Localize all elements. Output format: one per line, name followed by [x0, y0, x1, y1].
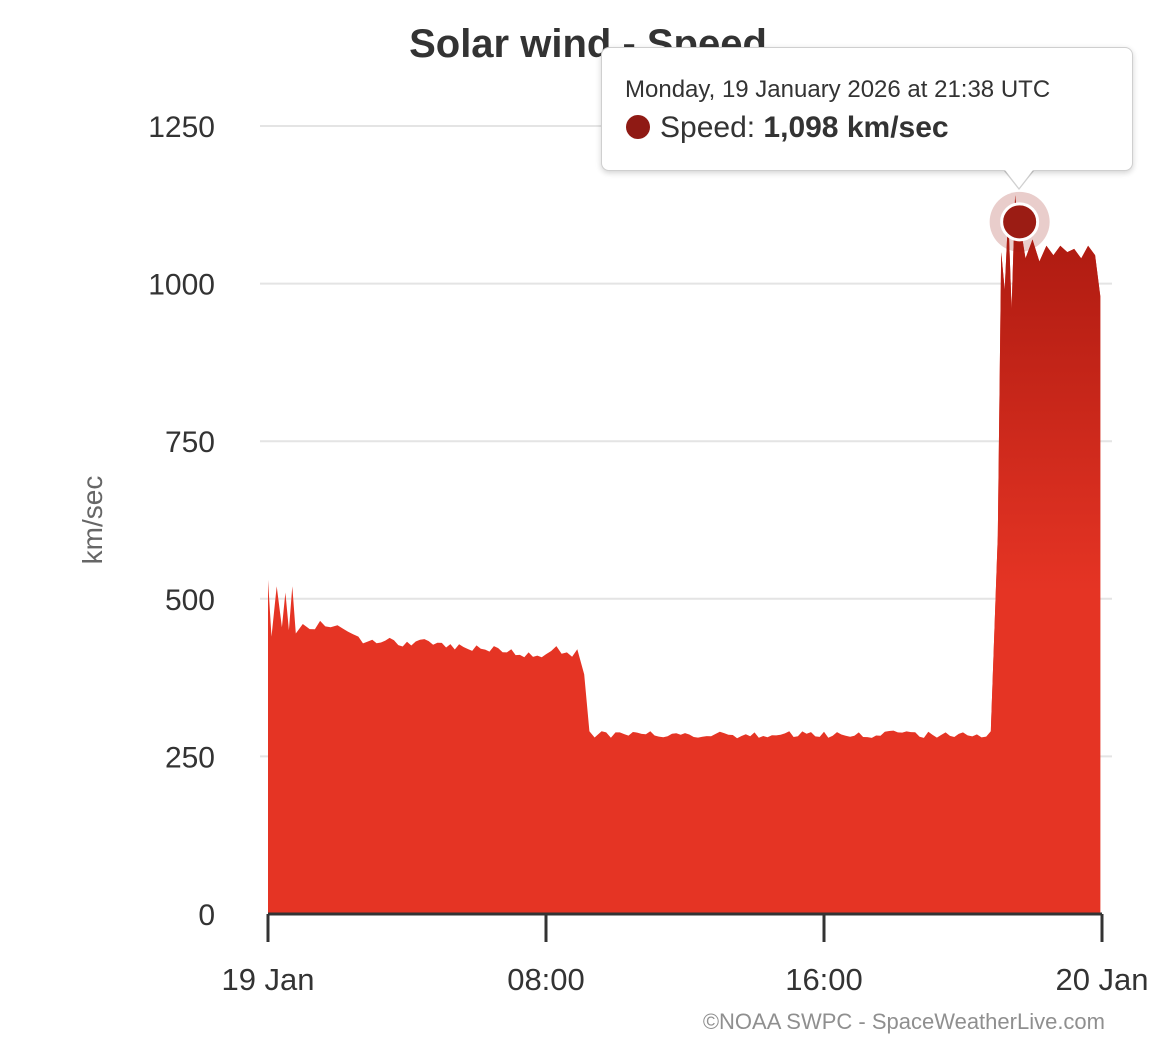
tooltip: Monday, 19 January 2026 at 21:38 UTC Spe…: [601, 47, 1133, 171]
x-axis-ticks: 19 Jan 08:00 16:00 20 Jan: [221, 914, 1149, 997]
tooltip-label: Speed:: [660, 111, 764, 144]
tooltip-value-line: Speed: 1,098 km/sec: [626, 111, 949, 145]
x-tick-label: 08:00: [507, 962, 585, 997]
y-axis-ticks: 0 250 500 750 1000 1250: [148, 111, 215, 932]
speed-area-low: [268, 195, 1101, 915]
series-dot-icon: [626, 115, 650, 139]
hover-marker[interactable]: [989, 191, 1050, 252]
credit-text[interactable]: ©NOAA SWPC - SpaceWeatherLive.com: [702, 1009, 1105, 1034]
y-tick-label: 750: [165, 426, 215, 459]
y-tick-label: 500: [165, 584, 215, 617]
y-tick-label: 0: [198, 899, 215, 932]
marker-point[interactable]: [1000, 202, 1040, 242]
y-axis-label: km/sec: [77, 476, 108, 565]
tooltip-value: 1,098 km/sec: [763, 111, 949, 144]
y-tick-label: 1000: [148, 269, 215, 302]
x-tick-label: 19 Jan: [221, 962, 314, 997]
x-tick-label: 16:00: [785, 962, 863, 997]
tooltip-date: Monday, 19 January 2026 at 21:38 UTC: [625, 76, 1051, 103]
x-tick-label: 20 Jan: [1055, 962, 1148, 997]
tooltip-tail: [1005, 170, 1033, 188]
y-tick-label: 1250: [148, 111, 215, 144]
y-tick-label: 250: [165, 741, 215, 774]
area-series: [268, 195, 1101, 915]
speed-area-high: [990, 195, 1101, 914]
